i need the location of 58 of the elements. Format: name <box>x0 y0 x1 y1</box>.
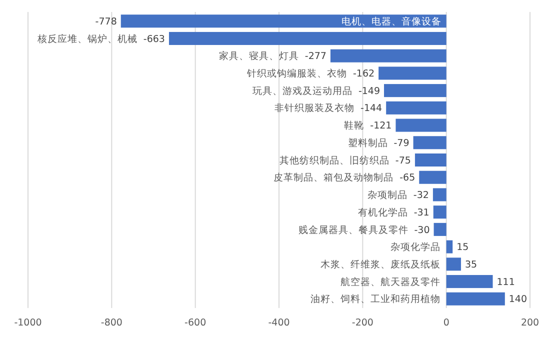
y-tick-label: 有机化学品 <box>358 206 408 218</box>
data-label: -65 <box>400 172 416 184</box>
data-label: 111 <box>496 276 515 288</box>
x-tick-label: -800 <box>100 318 122 329</box>
bar <box>433 206 446 219</box>
bar <box>446 275 493 288</box>
data-label: -121 <box>370 120 392 132</box>
bar <box>446 240 453 254</box>
y-tick-label: 杂项化学品 <box>390 241 440 254</box>
y-tick-label: 电机、电器、音像设备 <box>341 15 442 28</box>
data-label: -30 <box>414 224 430 236</box>
y-tick-label: 针织或钩编服装、衣物 <box>246 68 347 80</box>
data-label: -162 <box>353 68 375 80</box>
x-tick-label: 200 <box>520 318 540 329</box>
y-tick-label: 塑料制品 <box>348 136 388 149</box>
y-tick-label: 其他纺织制品、旧纺织品 <box>279 154 390 166</box>
bar <box>384 84 446 98</box>
y-tick-label: 玩具、游戏及运动用品 <box>252 84 352 97</box>
bar <box>419 170 446 184</box>
y-tick-label: 贱金属器具、餐具及零件 <box>298 224 408 236</box>
y-tick-label: 杂项制品 <box>367 189 408 202</box>
data-label: -75 <box>395 155 411 166</box>
y-tick-label: 油籽、饲料、工业和药用植物 <box>310 293 440 306</box>
data-label: -32 <box>413 190 429 202</box>
bar <box>434 222 446 236</box>
data-label: -663 <box>143 34 165 45</box>
bar <box>168 32 446 45</box>
data-label: 35 <box>464 259 478 270</box>
bar <box>446 292 505 306</box>
y-tick-label: 鞋靴 <box>344 120 364 132</box>
bar <box>330 49 446 62</box>
y-tick-label: 核反应堆、锅炉、机械 <box>36 32 138 45</box>
bar <box>432 188 446 202</box>
data-label: 140 <box>508 294 528 306</box>
y-tick-label: 航空器、航天器及零件 <box>340 276 440 288</box>
data-label: -149 <box>358 86 380 97</box>
bar <box>386 101 446 114</box>
x-tick-label: -1000 <box>14 318 42 329</box>
y-tick-label: 家具、寝具、灯具 <box>218 50 299 62</box>
bar <box>378 66 446 80</box>
x-tick-label: -600 <box>184 318 206 329</box>
x-tick-label: -400 <box>268 318 290 329</box>
y-tick-label: 皮革制品、箱包及动物制品 <box>274 172 394 184</box>
x-tick-label: -200 <box>352 318 374 329</box>
bar <box>396 118 446 132</box>
bar <box>120 14 446 28</box>
data-label: 15 <box>456 242 469 254</box>
bar <box>446 258 461 271</box>
bar <box>413 136 446 150</box>
data-label: -79 <box>394 138 410 149</box>
x-tick-label: 0 <box>443 318 450 329</box>
data-label: -277 <box>304 51 326 62</box>
data-label: -778 <box>95 16 117 28</box>
y-tick-label: 木浆、纤维浆、废纸及纸板 <box>320 258 440 270</box>
data-label: -144 <box>360 103 382 114</box>
y-tick-label: 非针织服装及衣物 <box>274 102 355 114</box>
bar <box>414 153 446 167</box>
data-label: -31 <box>414 207 430 218</box>
